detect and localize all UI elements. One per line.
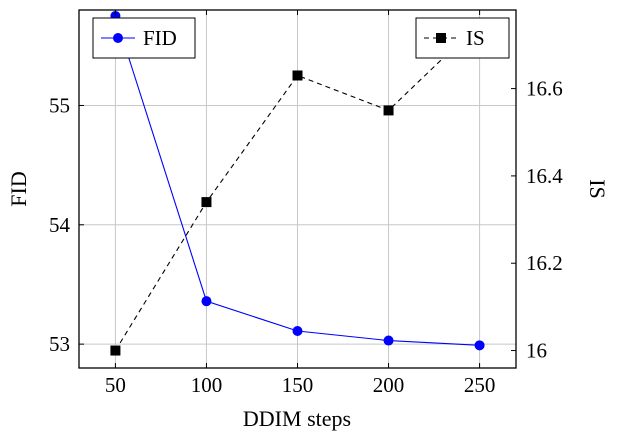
fid-legend-label: FID [143,26,177,50]
fid-data-point [292,326,303,337]
y-left-tick-label: 55 [49,93,70,117]
y-left-tick-label: 53 [49,332,70,356]
x-axis-title: DDIM steps [243,406,351,431]
tick-layer: 50 100 150 200 250 53 54 55 16 16.2 16.4 16.6 [49,10,563,397]
y-right-tick-label: 16.4 [526,164,563,188]
fid-data-point [383,335,394,346]
y-left-tick-label: 54 [49,213,71,237]
legend-layer: FID IS [92,17,510,59]
is-data-point [110,345,121,356]
is-legend-box [415,17,510,59]
is-legend-label: IS [466,26,485,50]
is-legend-marker [436,33,446,43]
is-data-point [292,70,303,81]
y-right-tick-label: 16.6 [526,77,563,101]
is-data-point [383,105,394,116]
x-tick-label: 100 [191,373,223,397]
y-axis-right-title: IS [585,179,610,199]
x-tick-label: 200 [373,373,405,397]
y-axis-left-title: FID [6,171,31,206]
x-tick-label: 250 [464,373,496,397]
x-tick-label: 150 [282,373,314,397]
y-right-tick-label: 16 [526,339,547,363]
is-series-line [114,22,480,351]
y-right-tick-label: 16.2 [526,251,563,275]
fid-legend-marker [113,33,123,43]
fid-data-point [474,340,485,351]
grid-lines [79,10,516,368]
is-data-point [201,197,212,208]
fid-data-point [201,296,212,307]
x-tick-label: 50 [105,373,126,397]
